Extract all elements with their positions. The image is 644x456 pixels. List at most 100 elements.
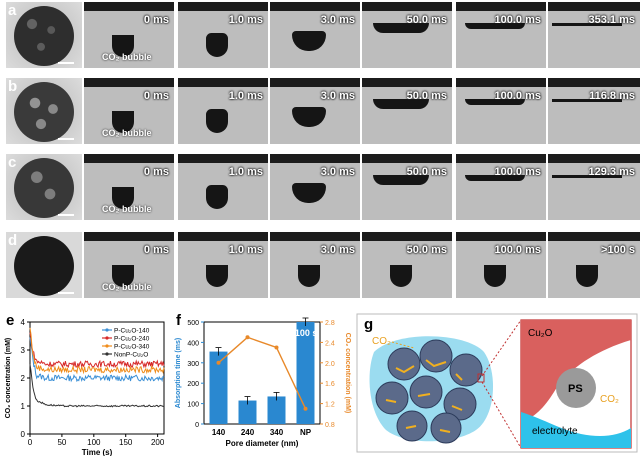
frame-time-label: 100.0 ms bbox=[494, 244, 541, 256]
co2-bubble bbox=[206, 185, 228, 209]
row-d: d 0 ms CO₂ bubble 1.0 ms 3.0 ms 50.0 ms 100.0… bbox=[0, 230, 644, 300]
video-frame: 50.0 ms bbox=[362, 232, 452, 298]
co2-bubble bbox=[552, 99, 622, 102]
y-tick-label: 100 bbox=[187, 402, 199, 409]
x-tick-label: 240 bbox=[241, 428, 255, 437]
frame-time-label: 1.0 ms bbox=[228, 244, 263, 256]
row-b: b 0 ms CO₂ bubble 1.0 ms 3.0 ms 50.0 ms 100.0… bbox=[0, 76, 644, 146]
y-tick-label: 300 bbox=[187, 361, 199, 368]
frame-time-label: 50.0 ms bbox=[406, 244, 447, 256]
frame-time-label: 3.0 ms bbox=[320, 166, 355, 178]
frame-time-label: 1.0 ms bbox=[228, 166, 263, 178]
co2-bubble bbox=[112, 111, 134, 133]
electrolyte-label: electrolyte bbox=[532, 426, 578, 437]
video-frame: 100.0 ms bbox=[456, 232, 546, 298]
legend-marker bbox=[105, 336, 109, 340]
y-tick-label: 0 bbox=[195, 422, 199, 429]
y2-tick-label: 2.4 bbox=[325, 340, 335, 347]
panel-label-a: a bbox=[8, 2, 17, 19]
co2-bubble bbox=[206, 109, 228, 133]
zoom-line-bottom bbox=[481, 381, 522, 449]
legend-marker bbox=[105, 344, 109, 348]
panel-label-g: g bbox=[364, 316, 374, 333]
video-frame: 0 ms CO₂ bubble bbox=[84, 232, 174, 298]
concentration-point bbox=[274, 345, 279, 350]
frame-time-label: 1.0 ms bbox=[228, 90, 263, 102]
co2-bubble bbox=[465, 175, 525, 181]
particle-image bbox=[14, 82, 74, 142]
absorption-bar-chart: >100 s 0 100 200 300 400 500 0.8 1.2 1.6 2.0 2.4 2.8… bbox=[175, 317, 351, 448]
panel-label-d: d bbox=[8, 232, 18, 249]
video-frame: 1.0 ms bbox=[178, 154, 268, 220]
frame-time-label: 0 ms bbox=[143, 166, 169, 178]
concentration-point bbox=[216, 360, 221, 365]
zoom-region bbox=[477, 373, 485, 383]
ps-label: PS bbox=[568, 383, 583, 395]
x-tick-label: 140 bbox=[212, 428, 226, 437]
x-axis-label: Pore diameter (nm) bbox=[226, 439, 299, 448]
plot-frame bbox=[203, 321, 321, 425]
co2-bubble bbox=[373, 175, 429, 185]
scale-bar bbox=[58, 138, 74, 140]
video-frame: 3.0 ms bbox=[270, 2, 360, 68]
x-axis-label: Time (s) bbox=[82, 448, 113, 456]
video-frame: 0 ms CO₂ bubble bbox=[84, 78, 174, 144]
bar bbox=[209, 351, 228, 424]
video-frame: 116.8 ms bbox=[548, 78, 640, 144]
y-tick-label: 400 bbox=[187, 340, 199, 347]
video-frame: 1.0 ms bbox=[178, 232, 268, 298]
particle-image bbox=[14, 158, 74, 218]
frame-time-label: 3.0 ms bbox=[320, 90, 355, 102]
y2-tick-label: 0.8 bbox=[325, 422, 335, 429]
frame-time-label: 0 ms bbox=[143, 90, 169, 102]
concentration-line-chart: 0 50 100 150 200 0 1 2 3 4 Time (s) CO₂ concentrati… bbox=[5, 318, 165, 456]
video-frame: 129.3 ms bbox=[548, 154, 640, 220]
co2-bubble bbox=[112, 187, 134, 209]
video-frame: 1.0 ms bbox=[178, 78, 268, 144]
series-line bbox=[29, 327, 165, 375]
bubble-caption: CO₂ bubble bbox=[102, 52, 152, 62]
co2-bubble bbox=[298, 265, 320, 287]
video-frame: 50.0 ms bbox=[362, 154, 452, 220]
cu2o-label: Cu₂O bbox=[528, 328, 553, 339]
particle-image bbox=[14, 6, 74, 66]
y-axis-label: CO₂ concentration (mM) bbox=[5, 338, 12, 419]
tem-image-d bbox=[6, 232, 82, 298]
panel-e: e 0 50 100 150 200 0 1 2 3 4 Time (s) CO₂ concentra… bbox=[0, 310, 170, 456]
co2-bubble bbox=[552, 23, 622, 26]
y-tick-label: 2 bbox=[21, 374, 26, 383]
legend-label: P-Cu₂O-240 bbox=[114, 336, 150, 343]
ps-core bbox=[556, 368, 596, 408]
x-tick-label: 200 bbox=[151, 438, 165, 447]
co2-bubble bbox=[373, 99, 429, 109]
co2-bubble bbox=[112, 265, 134, 287]
series-line bbox=[29, 337, 165, 383]
y2-tick-label: 2.8 bbox=[325, 320, 335, 327]
x-tick-label: 150 bbox=[119, 438, 133, 447]
scale-bar bbox=[58, 214, 74, 216]
co2-bubble bbox=[112, 35, 134, 57]
video-frame: 100.0 ms bbox=[456, 2, 546, 68]
tem-image-b bbox=[6, 78, 82, 144]
video-frame: 100.0 ms bbox=[456, 78, 546, 144]
row-a: a 0 ms CO₂ bubble 1.0 ms 3.0 ms 50.0 ms 100.0… bbox=[0, 0, 644, 70]
y-tick-label: 1 bbox=[21, 402, 26, 411]
y-tick-label: 200 bbox=[187, 381, 199, 388]
concentration-point bbox=[303, 406, 308, 411]
y-tick-label: 3 bbox=[21, 346, 26, 355]
frame-time-label: 0 ms bbox=[143, 14, 169, 26]
series-line bbox=[29, 332, 165, 369]
np-annotation: >100 s bbox=[290, 328, 318, 338]
y-axis-label-left: Absorption time (ms) bbox=[175, 338, 182, 408]
y-tick-label: 500 bbox=[187, 320, 199, 327]
tem-image-a bbox=[6, 2, 82, 68]
panel-f: f >100 s 0 100 200 300 400 500 0.8 1.2 1.6 2.0 2.4 2… bbox=[168, 310, 352, 456]
series-line bbox=[29, 364, 165, 408]
co2-bubble bbox=[292, 183, 326, 203]
co2-bubble bbox=[484, 265, 506, 287]
frame-time-label: 0 ms bbox=[143, 244, 169, 256]
bubble-caption: CO₂ bubble bbox=[102, 128, 152, 138]
co2-bubble bbox=[465, 99, 525, 105]
concentration-point bbox=[245, 335, 250, 340]
co2-bubble bbox=[552, 175, 622, 178]
